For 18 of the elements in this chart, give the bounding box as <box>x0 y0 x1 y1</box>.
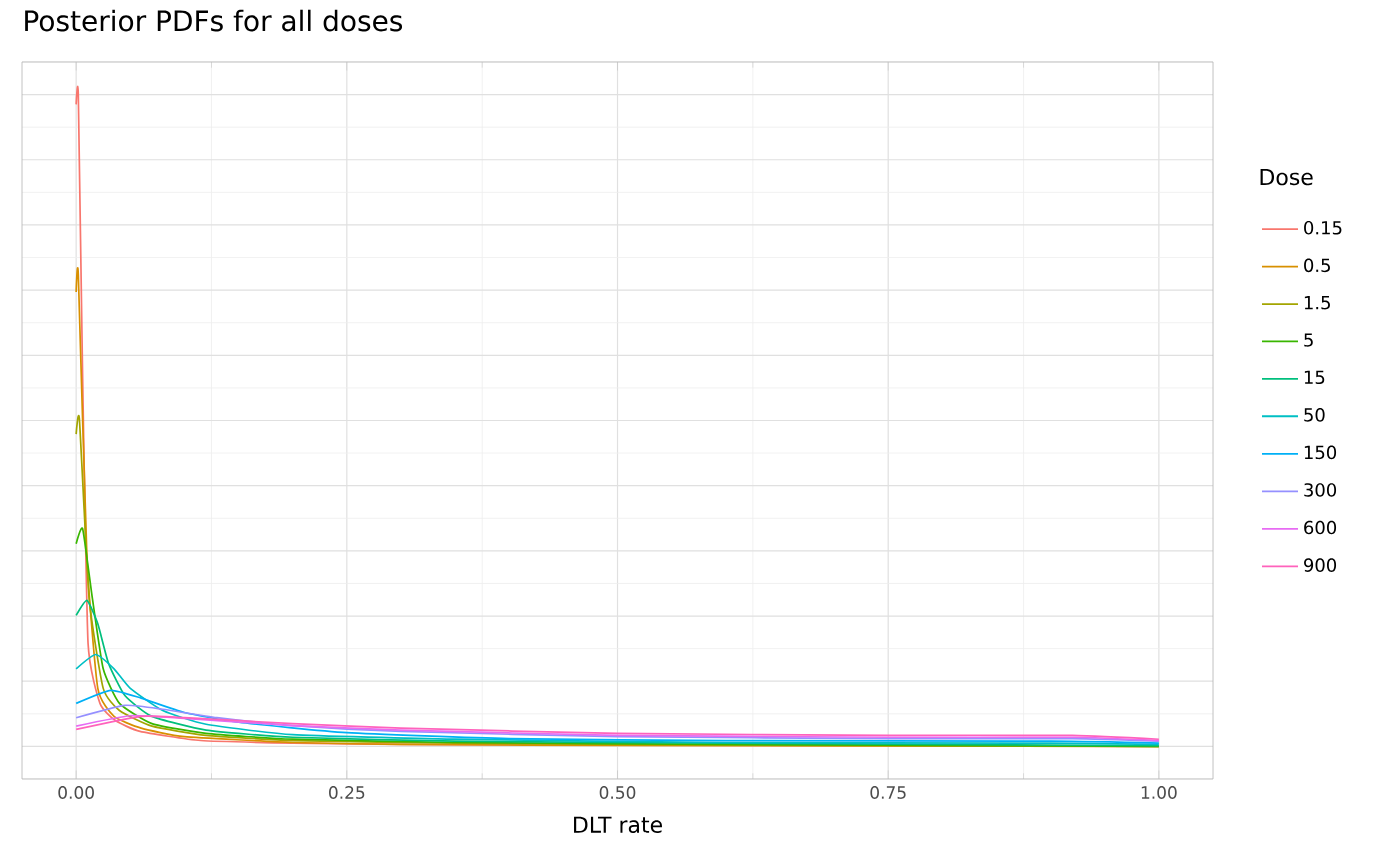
x-tick-label: 1.00 <box>1141 786 1177 799</box>
legend-label: 0.5 <box>1304 258 1330 273</box>
x-axis-title: DLT rate <box>574 816 662 833</box>
legend-label: 50 <box>1304 408 1325 422</box>
legend-title: Dose <box>1260 168 1313 186</box>
legend-label: 300 <box>1304 483 1337 497</box>
legend-label: 15 <box>1304 370 1325 385</box>
x-tick-label: 0.25 <box>329 786 365 799</box>
legend-label: 1.5 <box>1304 296 1330 310</box>
legend-label: 600 <box>1304 520 1337 535</box>
legend-label: 0.15 <box>1304 220 1342 235</box>
legend-label: 900 <box>1304 558 1337 572</box>
chart-title: Posterior PDFs for all doses <box>25 9 403 32</box>
x-tick-label: 0.50 <box>599 786 636 799</box>
x-tick-label: 0.00 <box>58 786 94 799</box>
legend-label: 150 <box>1304 445 1337 460</box>
legend-label: 5 <box>1304 333 1313 347</box>
x-tick-label: 0.75 <box>870 786 906 799</box>
